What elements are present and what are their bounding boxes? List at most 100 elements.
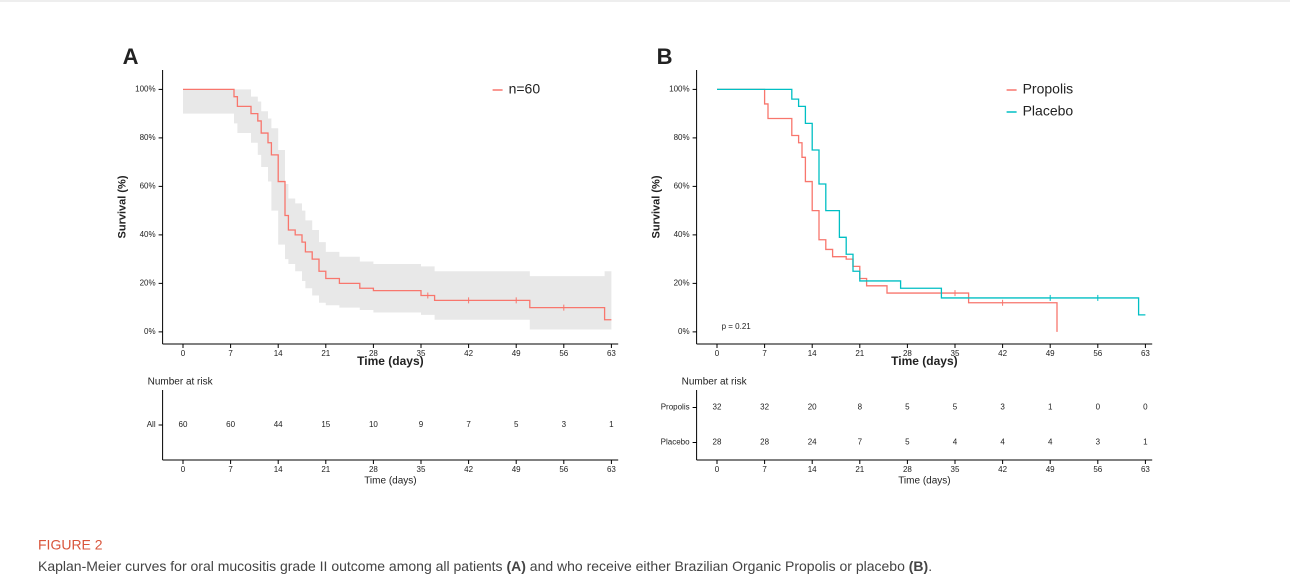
risk-count: 15	[321, 420, 330, 429]
risk-count: 10	[369, 420, 378, 429]
x-tick-label: 56	[559, 349, 568, 358]
risk-count: 4	[953, 438, 958, 447]
x-tick-label: 49	[512, 465, 521, 474]
x-tick-label: 42	[464, 465, 473, 474]
x-tick-label: 21	[855, 349, 864, 358]
risk-count: 7	[858, 438, 863, 447]
annotation: p = 0.21	[722, 322, 752, 331]
x-axis-title: Time (days)	[898, 476, 950, 487]
x-tick-label: 42	[998, 465, 1007, 474]
x-tick-label: 56	[1093, 349, 1102, 358]
caption: Kaplan-Meier curves for oral mucositis g…	[38, 558, 932, 574]
y-tick-label: 20%	[674, 278, 690, 287]
y-tick-label: 80%	[140, 133, 156, 142]
x-tick-label: 56	[559, 465, 568, 474]
risk-table-title: Number at risk	[682, 377, 748, 388]
x-axis-title: Time (days)	[891, 354, 957, 368]
risk-count: 1	[609, 420, 614, 429]
y-tick-label: 80%	[674, 133, 690, 142]
risk-count: 3	[1096, 438, 1101, 447]
x-axis-title: Time (days)	[357, 354, 423, 368]
y-tick-label: 60%	[140, 181, 156, 190]
y-tick-label: 20%	[140, 278, 156, 287]
x-tick-label: 28	[903, 465, 912, 474]
y-axis-title: Survival (%)	[117, 175, 129, 238]
y-tick-label: 40%	[140, 230, 156, 239]
risk-count: 5	[905, 403, 910, 412]
x-tick-label: 35	[417, 465, 426, 474]
risk-count: 5	[905, 438, 910, 447]
risk-row-label: Placebo	[661, 438, 690, 447]
risk-count: 20	[808, 403, 817, 412]
risk-count: 60	[179, 420, 188, 429]
risk-count: 0	[1143, 403, 1148, 412]
x-tick-label: 49	[1046, 465, 1055, 474]
x-tick-label: 35	[417, 349, 426, 358]
risk-count: 9	[419, 420, 424, 429]
x-tick-label: 63	[1141, 349, 1150, 358]
risk-count: 4	[1000, 438, 1005, 447]
risk-count: 8	[858, 403, 863, 412]
figure-label: FIGURE 2	[38, 537, 103, 553]
x-tick-label: 49	[1046, 349, 1055, 358]
y-tick-label: 100%	[135, 85, 155, 94]
panel-label: B	[657, 44, 673, 69]
risk-count: 5	[514, 420, 519, 429]
x-tick-label: 63	[607, 465, 616, 474]
x-tick-label: 28	[903, 349, 912, 358]
risk-count: 4	[1048, 438, 1053, 447]
legend-label: n=60	[509, 81, 541, 97]
x-tick-label: 63	[607, 349, 616, 358]
x-tick-label: 14	[274, 349, 283, 358]
risk-count: 28	[713, 438, 722, 447]
x-tick-label: 14	[808, 465, 817, 474]
risk-count: 5	[953, 403, 958, 412]
y-tick-label: 60%	[674, 181, 690, 190]
survival-curve	[183, 88, 612, 321]
x-tick-label: 7	[228, 349, 233, 358]
x-tick-label: 49	[512, 349, 521, 358]
x-tick-label: 28	[369, 465, 378, 474]
risk-table-title: Number at risk	[148, 377, 214, 388]
panel-label: A	[123, 44, 139, 69]
x-tick-label: 42	[464, 349, 473, 358]
x-tick-label: 21	[321, 465, 330, 474]
caption-text: Kaplan-Meier curves for oral mucositis g…	[38, 558, 506, 574]
y-tick-label: 0%	[678, 327, 690, 336]
x-tick-label: 35	[951, 465, 960, 474]
confidence-band	[183, 89, 612, 330]
y-tick-label: 0%	[144, 327, 156, 336]
y-tick-label: 40%	[674, 230, 690, 239]
survival-curve	[717, 88, 1146, 316]
risk-count: 24	[808, 438, 817, 447]
risk-count: 7	[466, 420, 471, 429]
x-axis-title: Time (days)	[364, 476, 416, 487]
x-tick-label: 35	[951, 349, 960, 358]
risk-row-label: All	[147, 420, 156, 429]
x-tick-label: 0	[715, 465, 720, 474]
x-tick-label: 0	[715, 349, 720, 358]
risk-row-label: Propolis	[661, 403, 690, 412]
x-tick-label: 0	[181, 349, 186, 358]
x-tick-label: 21	[321, 349, 330, 358]
risk-count: 0	[1096, 403, 1101, 412]
legend-label: Placebo	[1023, 103, 1074, 119]
risk-count: 44	[274, 420, 283, 429]
survival-curve	[717, 88, 1058, 332]
risk-count: 28	[760, 438, 769, 447]
x-tick-label: 14	[274, 465, 283, 474]
risk-count: 60	[226, 420, 235, 429]
x-tick-label: 21	[855, 465, 864, 474]
x-tick-label: 0	[181, 465, 186, 474]
legend-label: Propolis	[1023, 81, 1074, 97]
x-tick-label: 28	[369, 349, 378, 358]
x-tick-label: 7	[762, 465, 767, 474]
risk-count: 1	[1048, 403, 1053, 412]
x-tick-label: 56	[1093, 465, 1102, 474]
x-tick-label: 42	[998, 349, 1007, 358]
risk-count: 3	[562, 420, 567, 429]
y-tick-label: 100%	[669, 85, 689, 94]
x-tick-label: 63	[1141, 465, 1150, 474]
caption-ref: (B)	[909, 558, 928, 574]
